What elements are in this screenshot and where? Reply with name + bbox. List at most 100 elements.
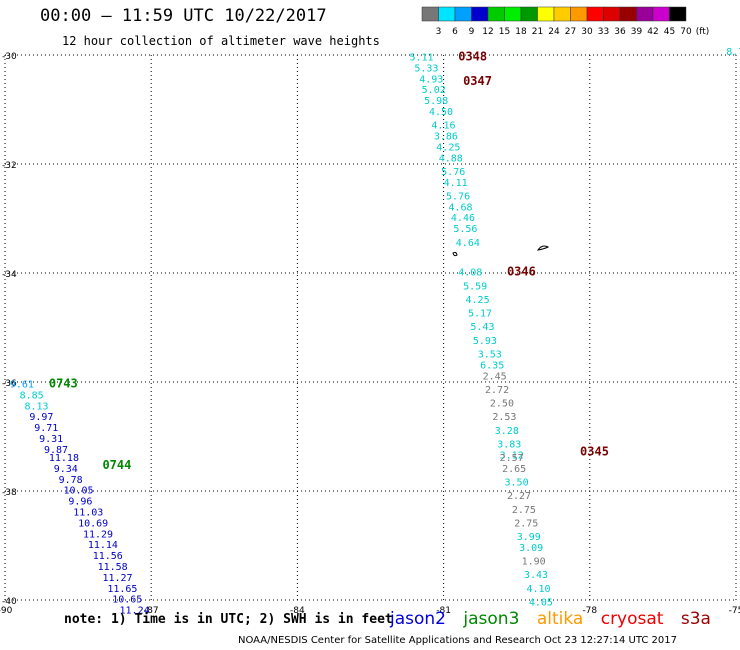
lat-lon-grid (4, 54, 737, 601)
wave-height-label: 2.53 (492, 412, 516, 423)
wave-height-label: 5.98 (424, 96, 448, 107)
wave-height-label: 3.50 (505, 478, 529, 489)
wave-height-label: 11.03 (73, 508, 103, 519)
wave-height-label: 4.46 (451, 213, 475, 224)
tick-labels: -90 -87 -84 -81 -78 -75 -30 -32 -34 -36 -38 -40 (0, 52, 740, 616)
color-scale-label: 24 (548, 27, 560, 37)
map-title: 00:00 – 11:59 UTC 10/22/2017 (40, 6, 327, 26)
satellite-legend: jason2 jason3 altika cryosat s3a (390, 609, 723, 629)
credit-line: NOAA/NESDIS Center for Satellite Applica… (238, 635, 677, 646)
wave-height-label: 9.61 (10, 379, 34, 390)
wave-height-label: 11.65 (107, 584, 137, 595)
satellite-legend-s3a: s3a (680, 609, 711, 629)
color-scale-label: 33 (598, 27, 609, 37)
wave-height-label: 2.27 (507, 491, 531, 502)
wave-height-label: 10.65 (112, 595, 142, 606)
wave-height-label: 11.24 (120, 606, 150, 617)
lat-tick-label: -32 (2, 161, 17, 171)
lon-tick-label: -75 (729, 606, 740, 616)
wave-height-label: 5.02 (422, 85, 446, 96)
satellite-legend-jason2: jason2 (390, 609, 446, 629)
pass-time-label: 0346 (507, 265, 536, 279)
wave-height-label: 4.05 (529, 597, 553, 608)
wave-height-label: 8.85 (20, 390, 44, 401)
color-scale-label: 18 (515, 27, 527, 37)
wave-height-label: 3.12 (500, 450, 524, 461)
color-scale-label: 21 (532, 27, 543, 37)
color-scale-label: 36 (614, 27, 626, 37)
wave-height-label: 9.78 (59, 475, 83, 486)
wave-height-label: 4.50 (429, 107, 453, 118)
wave-height-label: 5.59 (463, 281, 487, 292)
color-scale-label: (ft) (696, 27, 710, 37)
wave-height-label: 2.75 (512, 505, 536, 516)
wave-height-label: 11.18 (49, 453, 79, 464)
wave-height-label: 4.10 (526, 584, 550, 595)
wave-height-label: 2.65 (502, 464, 526, 475)
wave-height-label: 9.34 (54, 464, 78, 475)
wave-height-label: 5.93 (473, 336, 497, 347)
wave-height-label: 1.90 (522, 557, 546, 568)
wave-height-label: 4.16 (431, 121, 455, 132)
wave-height-label: 4.25 (466, 295, 490, 306)
satellite-legend-cryosat: cryosat (600, 609, 664, 629)
lon-tick-label: -81 (436, 606, 451, 616)
island-shape (536, 245, 550, 251)
color-scale-label: 42 (647, 27, 658, 37)
wave-height-label: 5.17 (468, 309, 492, 320)
lat-tick-label: -30 (2, 52, 17, 62)
lat-tick-label: -40 (2, 597, 17, 607)
wave-height-label: 5.43 (470, 322, 494, 333)
wave-height-label: 4.68 (448, 202, 472, 213)
lat-tick-label: -34 (2, 270, 17, 280)
pass-time-label: 0347 (463, 74, 492, 88)
color-scale-label: 6 (452, 27, 458, 37)
wave-height-label: 9.31 (39, 434, 63, 445)
map-subtitle: 12 hour collection of altimeter wave hei… (62, 34, 380, 48)
color-scale-label: 27 (565, 27, 576, 37)
wave-height-label: 9.87 (44, 445, 68, 456)
wave-height-label: 10.69 (78, 518, 108, 529)
color-scale-label: 30 (581, 27, 593, 37)
wave-height-label: 11.27 (102, 573, 132, 584)
wave-height-label: 4.08 (458, 268, 482, 279)
lon-tick-label: -90 (0, 606, 13, 616)
lon-tick-label: -87 (144, 606, 159, 616)
wave-height-label: 8.70 (726, 47, 740, 58)
pass-time-label: 0743 (49, 376, 78, 390)
lat-tick-label: -38 (2, 488, 17, 498)
wave-height-label: 11.58 (98, 562, 128, 573)
color-scale-label: 45 (664, 27, 675, 37)
wave-height-label: 4.25 (436, 142, 460, 153)
pass-time-label: 0348 (458, 49, 487, 63)
wave-height-label: 11.29 (83, 529, 113, 540)
wave-height-label: 2.45 (483, 371, 507, 382)
lon-tick-label: -78 (582, 606, 597, 616)
wave-height-label: 2.72 (485, 385, 509, 396)
color-scale-label: 39 (631, 27, 643, 37)
wave-height-label: 4.64 (456, 238, 480, 249)
wave-height-label: 5.76 (446, 191, 470, 202)
wave-height-label: 2.50 (490, 399, 514, 410)
island-shape (452, 251, 458, 257)
color-scale-label: 15 (499, 27, 510, 37)
pass-time-label: 0744 (102, 458, 131, 472)
wave-height-label: 5.11 (409, 52, 433, 63)
wave-height-label: 4.93 (419, 74, 443, 85)
color-scale-label: 3 (436, 27, 442, 37)
altimeter-tracks: 5.115.334.935.025.984.504.163.864.254.88… (10, 47, 740, 617)
wave-height-label: 3.83 (497, 439, 521, 450)
wave-height-label: 9.71 (34, 423, 58, 434)
color-scale-swatch (669, 6, 687, 22)
wave-height-label: 3.99 (517, 532, 541, 543)
wave-height-label: 11.14 (88, 540, 118, 551)
wave-height-label: 4.11 (444, 178, 468, 189)
wave-height-label: 10.05 (63, 486, 93, 497)
pass-time-label: 0345 (580, 445, 609, 459)
wave-height-label: 11.56 (93, 551, 123, 562)
wave-height-label: 8.13 (24, 401, 48, 412)
color-scale-label: 12 (482, 27, 493, 37)
wave-height-label: 9.97 (29, 412, 53, 423)
color-scale-label: 9 (469, 27, 475, 37)
